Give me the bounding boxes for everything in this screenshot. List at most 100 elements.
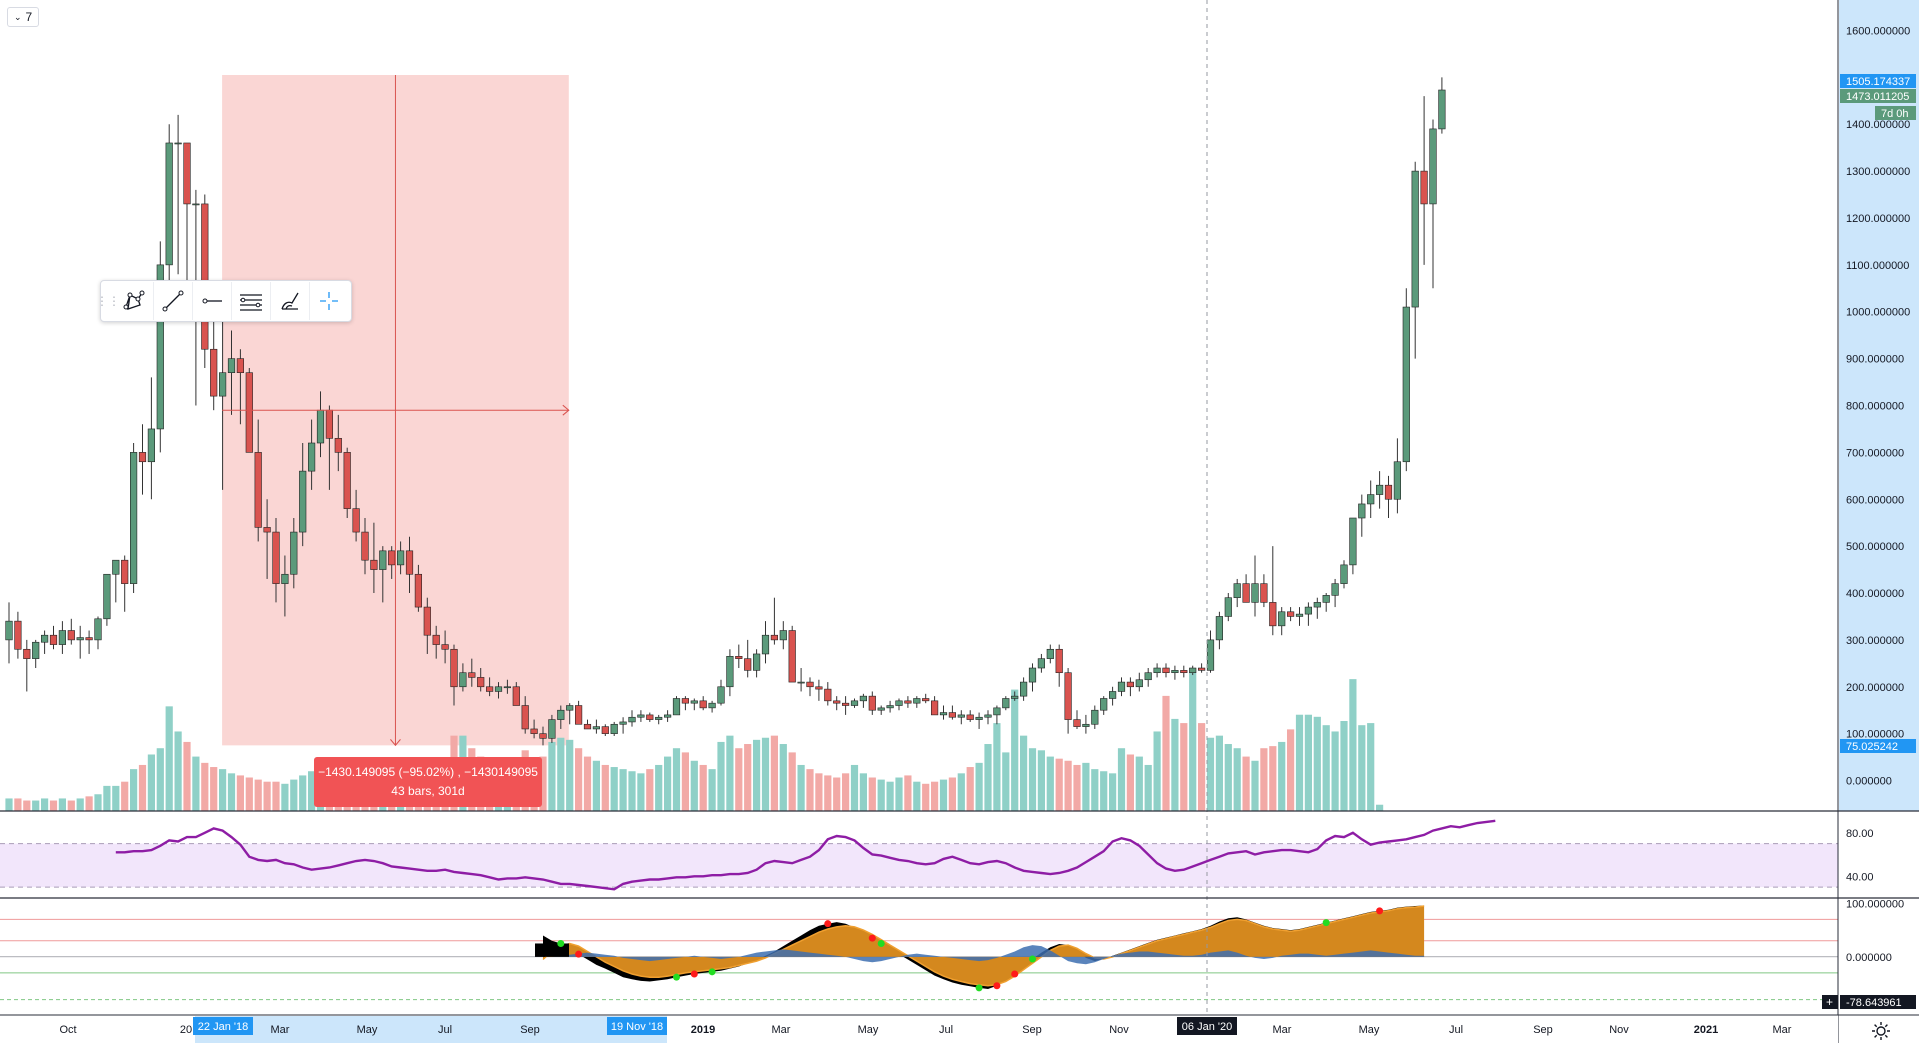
volume-bar	[85, 796, 93, 811]
candle	[1260, 583, 1268, 603]
price-tick-label: 100.000000	[1846, 729, 1904, 741]
candle	[1180, 670, 1188, 674]
candle	[236, 358, 245, 373]
volume-bar	[637, 773, 645, 811]
candle	[343, 452, 351, 509]
candle	[1384, 484, 1393, 500]
candle	[334, 438, 342, 453]
candle	[752, 653, 761, 671]
candle	[121, 559, 129, 584]
price-tick-label: 300.000000	[1846, 635, 1904, 647]
volume-bar	[619, 769, 627, 811]
candle	[717, 686, 725, 704]
price-tick-label: 600.000000	[1846, 494, 1904, 506]
candle	[957, 714, 965, 718]
volume-bar	[1224, 744, 1232, 811]
volume-bar	[1242, 756, 1250, 811]
time-tick-label: 2021	[1694, 1024, 1718, 1036]
volume-bar	[227, 773, 236, 811]
volume-bar	[859, 773, 867, 811]
candle	[975, 716, 983, 720]
crosshair-icon[interactable]	[309, 282, 348, 320]
oscillator-signal-line	[542, 905, 1425, 987]
volume-bar	[824, 775, 832, 811]
candle	[566, 705, 574, 711]
candle	[1198, 667, 1206, 671]
volume-bar	[219, 769, 227, 811]
candle	[548, 719, 556, 739]
trend-line-icon[interactable]	[153, 282, 192, 320]
candle	[922, 698, 930, 702]
drawing-toolbar[interactable]: ⋮⋮	[96, 280, 352, 322]
volume-bar	[770, 735, 778, 811]
candle	[1037, 658, 1045, 669]
oscillator-marker-green	[1029, 955, 1036, 963]
volume-bar	[1020, 735, 1028, 811]
candle	[94, 618, 102, 641]
oscillator-marker-green	[708, 968, 716, 976]
candle	[815, 686, 823, 690]
candle	[797, 681, 805, 684]
candle	[405, 550, 414, 575]
candle	[637, 714, 645, 718]
path-tool-icon[interactable]	[115, 282, 153, 320]
measure-arrow-down	[390, 739, 401, 747]
volume-bar	[1215, 735, 1223, 811]
volume-bar	[192, 756, 200, 811]
volume-bar	[948, 777, 956, 811]
candle	[1082, 723, 1090, 727]
candle	[459, 672, 467, 688]
candle	[388, 550, 396, 566]
volume-bar	[806, 769, 814, 811]
parallel-channel-icon[interactable]	[231, 282, 270, 320]
volume-bar	[708, 769, 716, 811]
candle	[1349, 517, 1357, 566]
candle	[761, 634, 770, 655]
volume-bar	[966, 767, 974, 811]
time-tick-label: May	[357, 1024, 378, 1036]
candle	[290, 531, 298, 575]
candle	[1144, 672, 1152, 681]
candle	[1438, 89, 1446, 130]
interval-selector[interactable]: ⌄ 7	[7, 7, 40, 27]
volume-bar	[690, 760, 698, 811]
candle	[1117, 681, 1126, 692]
candle	[174, 142, 182, 145]
candle	[1402, 306, 1410, 463]
oscillator-tick-label: 100.000000	[1846, 898, 1904, 910]
brush-icon[interactable]	[270, 282, 309, 320]
candle	[1322, 595, 1330, 603]
candle	[726, 656, 734, 688]
volume-bar	[112, 785, 120, 811]
volume-bar	[156, 748, 164, 811]
time-tick-label: Jul	[438, 1024, 452, 1036]
gear-icon[interactable]	[1870, 1020, 1892, 1042]
volume-bar	[76, 798, 84, 811]
volume-bar	[121, 781, 129, 811]
price-tick-label: 1000.000000	[1846, 307, 1910, 319]
volume-bar	[1304, 714, 1312, 811]
volume-bar	[1198, 723, 1206, 811]
drag-handle-icon[interactable]: ⋮⋮	[96, 294, 120, 308]
volume-bar	[1278, 741, 1286, 811]
time-tick-label: May	[858, 1024, 879, 1036]
volume-bar	[922, 783, 930, 811]
volume-bar	[1322, 725, 1330, 811]
candle	[494, 686, 503, 692]
volume-bar	[1295, 714, 1304, 811]
volume-bar	[1313, 716, 1321, 811]
volume-badge-bg	[1840, 739, 1916, 753]
candle	[1073, 719, 1081, 727]
candle	[699, 700, 707, 709]
volume-bar	[1144, 764, 1152, 811]
price-tick-label: 700.000000	[1846, 447, 1904, 459]
main-pane	[5, 75, 1446, 811]
volume-bar	[646, 769, 654, 811]
horizontal-ray-icon[interactable]	[192, 282, 231, 320]
candle	[183, 142, 191, 205]
volume-bar	[308, 771, 316, 811]
volume-bar	[1376, 804, 1384, 811]
candle	[468, 672, 476, 678]
rsi-tick-label: 40.00	[1846, 871, 1874, 883]
